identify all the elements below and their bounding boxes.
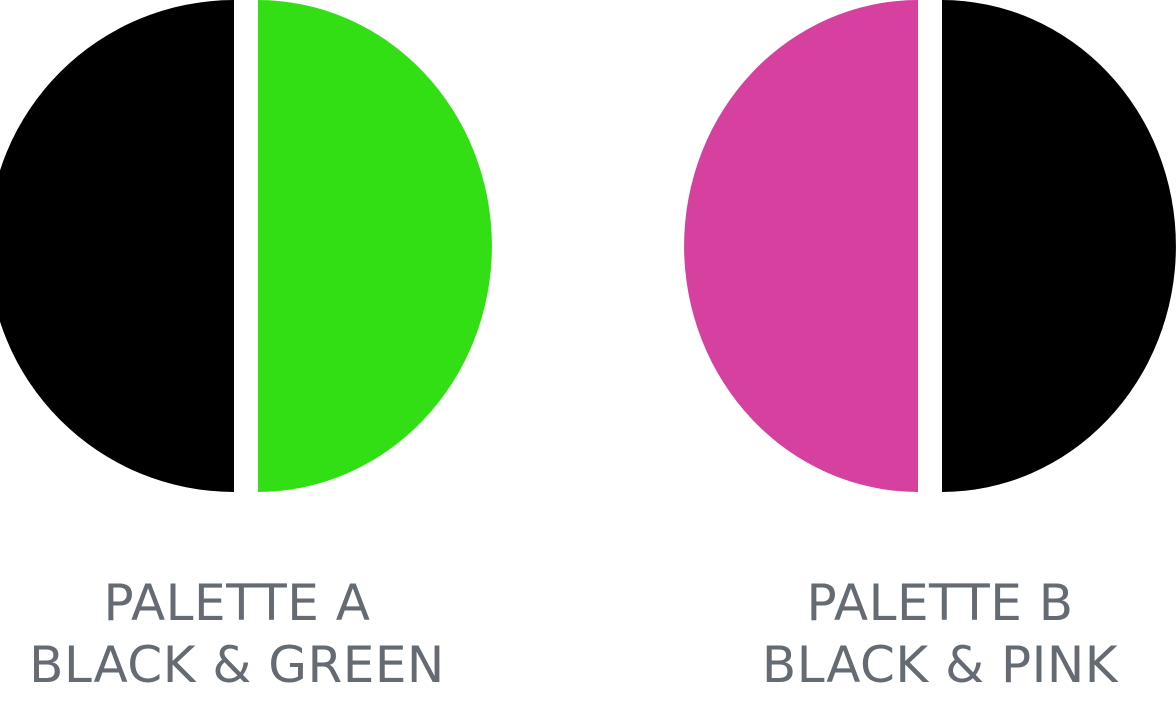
palette-b-left-half: [684, 0, 918, 492]
palette-b-swatch: [684, 0, 1176, 492]
palette-a-subtitle: BLACK & GREEN: [29, 636, 445, 694]
palette-swatches: [0, 0, 1176, 492]
palette-b-right-half: [942, 0, 1176, 492]
palette-a-left-half: [0, 0, 234, 492]
palette-a-right-half: [258, 0, 492, 492]
palette-b-title: PALETTE B: [806, 574, 1074, 632]
palette-a-caption: PALETTE A BLACK & GREEN: [0, 572, 497, 696]
palette-b-caption: PALETTE B BLACK & PINK: [680, 572, 1176, 696]
palette-a-swatch: [0, 0, 492, 492]
palette-b-subtitle: BLACK & PINK: [761, 636, 1119, 694]
palette-a-title: PALETTE A: [103, 574, 371, 632]
